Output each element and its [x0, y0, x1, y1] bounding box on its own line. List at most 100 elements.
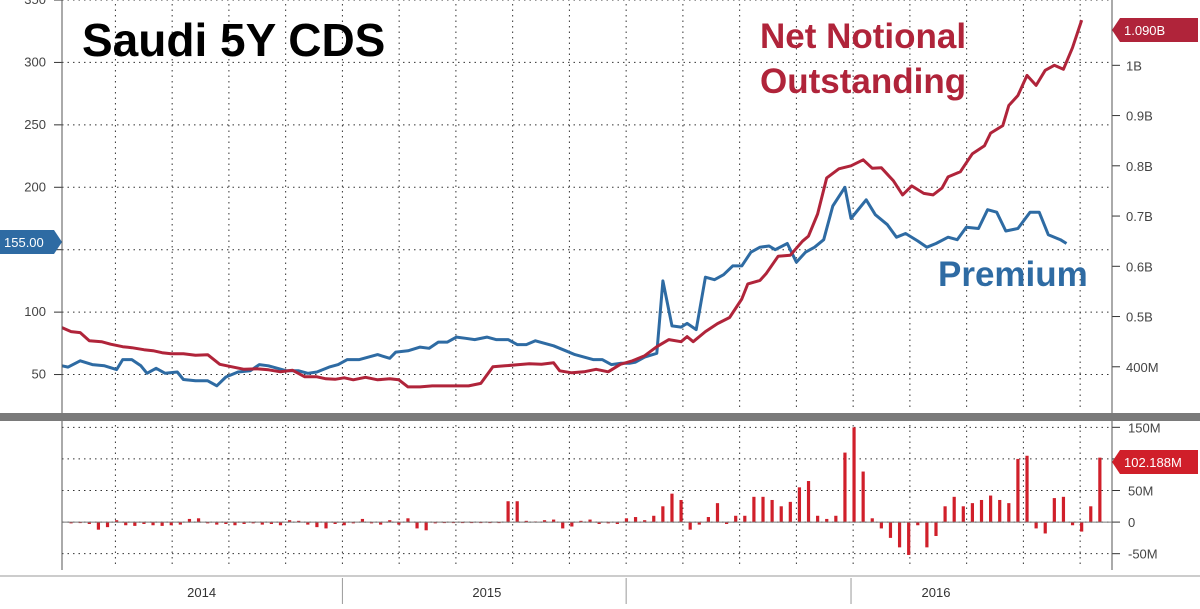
bar: [916, 522, 920, 526]
x-axis-label: 2015: [472, 585, 501, 600]
panel-divider: [0, 413, 1200, 421]
bar: [998, 499, 1002, 523]
bar: [206, 522, 210, 524]
bar: [151, 522, 155, 526]
bar: [561, 522, 565, 529]
bar: [688, 522, 692, 530]
bar: [697, 522, 701, 525]
bar: [770, 499, 774, 523]
bar: [1070, 522, 1075, 526]
bar: [952, 496, 956, 523]
bar: [661, 506, 665, 523]
bar: [406, 518, 410, 523]
bar: [806, 481, 811, 523]
bar: [260, 522, 264, 525]
bar: [816, 515, 820, 523]
bar: [306, 522, 310, 525]
bar: [87, 522, 91, 524]
bar: [315, 522, 319, 528]
bar: [1061, 496, 1066, 523]
bar: [552, 519, 556, 523]
right-value-tag-bar: 102.188M: [1112, 450, 1198, 474]
bar: [788, 501, 792, 523]
left-axis-label: 300: [24, 54, 46, 69]
bar: [187, 518, 192, 523]
bar: [970, 503, 975, 523]
right-axis-label: 0.8B: [1126, 159, 1153, 174]
line-series: [61, 19, 1084, 389]
right-axis-label: 1B: [1126, 58, 1142, 73]
bar: [597, 522, 601, 524]
right-tag-label: 1.090B: [1124, 23, 1165, 38]
bar: [342, 522, 346, 526]
bar: [115, 520, 119, 523]
left-axis-label: 200: [24, 179, 46, 194]
bar: [943, 506, 947, 523]
bar: [588, 519, 592, 523]
bar: [870, 518, 874, 523]
bar: [643, 520, 647, 523]
bar: [351, 522, 355, 524]
bar-axis-label: 50M: [1128, 484, 1153, 499]
bar: [169, 522, 173, 526]
bar: [633, 517, 638, 523]
bar: [215, 522, 219, 525]
bar: [888, 522, 893, 538]
right-value-tag-line: 1.090B: [1112, 18, 1198, 42]
bar: [424, 522, 428, 531]
bar: [324, 522, 328, 529]
bar: [715, 503, 720, 523]
bar: [1007, 503, 1011, 523]
bar: [734, 515, 738, 523]
bar: [615, 522, 619, 524]
bar: [606, 522, 610, 524]
bar: [879, 522, 883, 529]
bar-series: [69, 427, 1102, 555]
net-notional-line: [61, 19, 1084, 389]
left-axis-label: 250: [24, 117, 46, 132]
bar: [670, 493, 674, 523]
bar: [96, 522, 101, 530]
bar: [278, 522, 283, 526]
bar: [1052, 498, 1056, 523]
bar: [288, 520, 292, 523]
bar: [397, 522, 401, 525]
right-axis-label: 400M: [1126, 360, 1159, 375]
bar: [825, 518, 829, 523]
bar: [652, 515, 656, 523]
right-axis-label: 0.9B: [1126, 109, 1153, 124]
bar: [69, 522, 73, 524]
left-axis-label: 350: [24, 0, 46, 7]
left-axis-label: 50: [32, 367, 46, 382]
bar: [160, 522, 164, 526]
bar: [360, 518, 365, 523]
bar: [242, 522, 246, 524]
bar: [1098, 457, 1102, 523]
bar: [989, 495, 993, 523]
bar: [852, 427, 856, 523]
bar: [979, 499, 984, 523]
bar: [1025, 455, 1029, 523]
bar: [961, 506, 965, 523]
bar: [843, 452, 847, 523]
premium-line: [61, 185, 1068, 388]
bar: [251, 522, 255, 524]
bar: [369, 522, 374, 524]
bar-axis-label: 150M: [1128, 420, 1161, 435]
bar: [542, 520, 547, 523]
bar-axis-label: -50M: [1128, 547, 1158, 562]
right-axis-label: 0.6B: [1126, 259, 1153, 274]
bar: [433, 522, 437, 524]
bar: [105, 522, 110, 528]
x-axis-label: 2016: [922, 585, 951, 600]
bar: [907, 522, 911, 555]
bar: [897, 522, 902, 548]
bar: [797, 487, 802, 523]
right-axis-label: 0.5B: [1126, 310, 1153, 325]
bar: [415, 522, 419, 529]
left-value-tag: 155.00: [0, 230, 62, 254]
bar: [761, 496, 765, 523]
bar: [925, 522, 929, 548]
